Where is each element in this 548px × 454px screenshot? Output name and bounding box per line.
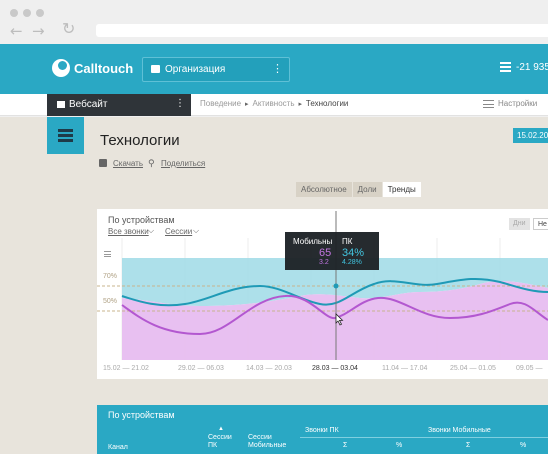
tooltip-mobile-label: Мобильны — [293, 237, 333, 246]
kebab-icon: ⋮ — [175, 98, 185, 109]
mouse-cursor-icon — [335, 313, 344, 326]
series-line-mobile — [121, 294, 548, 336]
series-area-pc — [122, 258, 548, 306]
hamburger-menu-button[interactable] — [47, 117, 84, 154]
granularity-week-button[interactable]: Не — [533, 218, 548, 230]
breadcrumb: Поведение ▸ Активность ▸ Технологии — [200, 99, 348, 108]
y-tick-label: 70% — [103, 273, 118, 280]
download-link[interactable]: Скачать — [113, 159, 143, 168]
x-tick-label: 15.02 — 21.02 — [103, 365, 149, 372]
tooltip-pc-label: ПК — [342, 237, 353, 246]
chart-menu-icon[interactable] — [104, 251, 111, 257]
chevron-down-icon: ⌵ — [193, 226, 200, 235]
tooltip-pc-value: 34% — [342, 247, 365, 259]
settings-link[interactable]: Настройки — [498, 99, 538, 108]
organization-select[interactable]: Организация ⋮ — [142, 57, 290, 82]
triangle-right-icon: ▸ — [296, 101, 304, 108]
triangle-right-icon: ▸ — [243, 101, 251, 108]
table-title: По устройствам — [108, 410, 175, 420]
calltouch-logo-icon[interactable] — [52, 59, 70, 77]
sessions-dropdown[interactable]: Сессии — [165, 227, 193, 236]
menu-icon — [58, 139, 73, 142]
briefcase-icon — [151, 65, 160, 73]
window-dot — [36, 9, 44, 17]
column-calls-mobile[interactable]: Звонки Мобильные — [428, 427, 491, 434]
x-tick-label-active: 28.03 — 03.04 — [312, 365, 358, 372]
column-calls-pc[interactable]: Звонки ПК — [305, 427, 339, 434]
sort-arrow-icon[interactable]: ▲ — [218, 426, 224, 432]
date-range-button[interactable]: 15.02.20 — [513, 128, 548, 143]
download-icon[interactable] — [99, 159, 107, 167]
table-divider — [300, 437, 548, 438]
view-mode-absolute[interactable]: Абсолютное — [296, 182, 353, 197]
share-icon[interactable]: ⚲ — [148, 158, 155, 168]
series-area-mobile — [122, 281, 548, 360]
calls-dropdown[interactable]: Все звонки — [108, 227, 149, 236]
address-bar[interactable] — [96, 24, 548, 37]
share-link[interactable]: Поделиться — [161, 159, 206, 168]
series-line-pc — [121, 277, 548, 307]
organization-label: Организация — [165, 64, 226, 75]
view-mode-switch: Абсолютное Доли Тренды — [296, 182, 422, 197]
breadcrumb-current: Технологии — [305, 99, 349, 108]
column-calls-pc-sum[interactable]: Σ — [343, 442, 348, 449]
column-calls-mobile-pct[interactable]: % — [520, 442, 527, 449]
kebab-icon: ⋮ — [272, 63, 283, 75]
site-label: Вебсайт — [69, 99, 108, 110]
hover-point-pc — [333, 283, 339, 289]
sliders-icon[interactable] — [483, 100, 494, 108]
arrow-right-icon[interactable]: → — [32, 22, 45, 40]
page-title: Технологии — [100, 132, 180, 149]
column-sessions-pc[interactable]: Сессии ПК — [208, 434, 232, 449]
chart-title: По устройствам — [108, 215, 175, 225]
tooltip-pc-share: 4.28% — [342, 259, 362, 266]
x-tick-label: 29.02 — 06.03 — [178, 365, 224, 372]
menu-icon — [58, 129, 73, 132]
balance-icon — [500, 62, 511, 72]
breadcrumb-item[interactable]: Поведение — [200, 99, 242, 108]
view-mode-shares[interactable]: Доли — [352, 182, 383, 197]
devices-table-header — [97, 405, 548, 454]
menu-icon — [58, 134, 73, 137]
x-tick-label: 11.04 — 17.04 — [382, 365, 428, 372]
column-calls-mobile-sum[interactable]: Σ — [466, 442, 471, 449]
breadcrumb-item[interactable]: Активность — [252, 99, 295, 108]
x-tick-label: 14.03 — 20.03 — [246, 365, 292, 372]
reload-icon[interactable]: ↻ — [62, 19, 76, 38]
granularity-day-button[interactable]: Дни — [509, 218, 530, 230]
chart-tooltip: Мобильны ПК 65 34% 3.2 4.28% — [285, 232, 379, 270]
site-select[interactable]: Вебсайт ⋮ — [47, 94, 191, 116]
y-tick-label: 50% — [103, 298, 118, 305]
arrow-left-icon[interactable]: ← — [10, 22, 23, 40]
column-channel[interactable]: Канал — [108, 444, 128, 451]
x-tick-label: 25.04 — 01.05 — [450, 365, 496, 372]
view-mode-trends[interactable]: Тренды — [382, 182, 422, 197]
x-tick-label: 09.05 — — [516, 365, 543, 372]
column-sessions-mobile[interactable]: Сессии Мобильные — [248, 434, 287, 449]
tooltip-mobile-value: 65 — [319, 247, 332, 259]
window-dot — [23, 9, 31, 17]
column-calls-pc-pct[interactable]: % — [396, 442, 403, 449]
account-balance[interactable]: -21 935 — [516, 62, 548, 73]
window-dot — [10, 9, 18, 17]
brand-name[interactable]: Calltouch — [74, 61, 134, 76]
window-icon — [57, 101, 65, 108]
tooltip-mobile-share: 3.2 — [319, 259, 329, 266]
chevron-down-icon: ⌵ — [148, 226, 155, 235]
